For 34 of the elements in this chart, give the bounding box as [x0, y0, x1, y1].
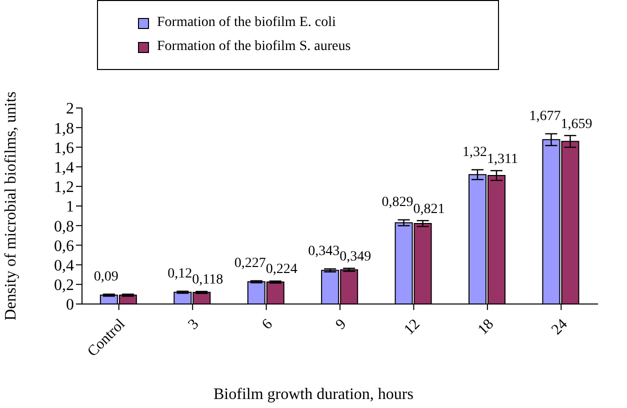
data-label: 0,821: [413, 202, 445, 217]
legend-label: Formation of the biofilm E. coli: [157, 15, 336, 31]
y-tick-label: 1: [66, 198, 74, 216]
y-tick-label: 1,6: [54, 140, 74, 157]
y-tick-label: 1,4: [54, 159, 74, 176]
x-axis-title: Biofilm growth duration, hours: [212, 386, 414, 404]
data-label: 0,118: [192, 272, 224, 288]
x-tick-label: 6: [259, 316, 276, 333]
y-tick-label: 0,6: [54, 238, 74, 255]
data-label: 1,677: [529, 109, 561, 124]
x-tick-label: 9: [332, 316, 350, 333]
data-label: 0,09: [94, 269, 118, 284]
y-tick-label: 0: [66, 296, 74, 314]
y-tick-label: 2: [66, 100, 74, 118]
data-label: 1,659: [560, 116, 592, 132]
data-label: 0,349: [340, 249, 372, 264]
y-tick-label: 1,2: [54, 179, 74, 196]
data-label: 1,311: [487, 152, 518, 167]
y-tick-label: 1,8: [54, 120, 74, 138]
data-label: 0,12: [168, 266, 192, 282]
y-axis-title: Density of microbial biofilms, units: [2, 92, 20, 320]
data-label: 1,32: [462, 145, 487, 160]
x-tick-label: 18: [475, 316, 498, 338]
data-label: 0,343: [308, 244, 340, 260]
y-tick-label: 0,8: [54, 218, 74, 236]
x-tick-label: 12: [401, 316, 424, 338]
y-tick-label: 0,4: [54, 257, 74, 274]
x-tick-label: 24: [548, 316, 572, 338]
data-label: 0,829: [382, 195, 414, 210]
legend-label: Formation of the biofilm S. aureus: [157, 39, 351, 55]
data-label: 0,224: [266, 262, 298, 278]
y-tick-label: 0,2: [54, 277, 74, 294]
x-tick-label: 3: [186, 316, 202, 333]
data-label: 0,227: [234, 256, 266, 271]
